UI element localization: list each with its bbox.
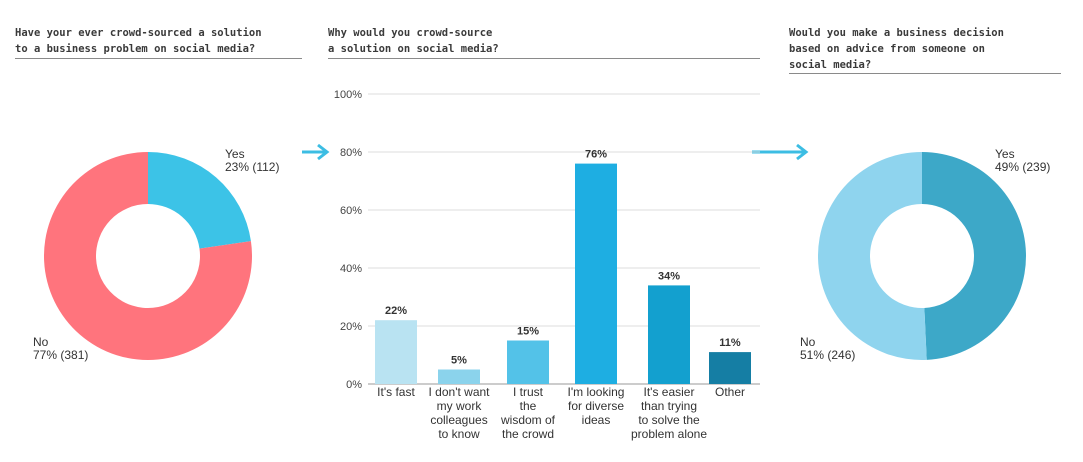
y-tick-label: 0% — [346, 379, 362, 391]
donut-1-label-yes: Yes — [225, 147, 245, 161]
y-tick-label: 40% — [340, 263, 362, 275]
bar — [507, 340, 549, 384]
arrow-right-icon — [302, 143, 330, 161]
donut-1-value-yes: 23% (112) — [225, 160, 279, 174]
bar-value-label: 15% — [517, 326, 539, 338]
bar — [575, 163, 617, 384]
arrow-right-icon — [752, 143, 809, 161]
y-tick-label: 80% — [340, 147, 362, 159]
x-category-label: to solve the — [638, 413, 700, 427]
x-category-label: wisdom of — [500, 413, 556, 427]
x-category-label: for diverse — [568, 399, 624, 413]
x-category-label: than trying — [641, 399, 697, 413]
donut-3-label-no: No — [800, 335, 816, 349]
bar-value-label: 76% — [585, 149, 607, 161]
x-category-label: problem alone — [631, 427, 707, 441]
bar — [648, 285, 690, 384]
x-category-label: to know — [438, 427, 480, 441]
x-category-label: It's fast — [377, 385, 415, 399]
bar-value-label: 11% — [719, 337, 741, 349]
question-2-divider — [328, 58, 760, 59]
question-1-divider — [15, 58, 302, 59]
arrow-right-icon-head — [796, 143, 809, 161]
donut-1-slice-no — [44, 152, 253, 360]
bar-value-label: 22% — [385, 305, 407, 317]
x-category-label: ideas — [582, 413, 611, 427]
x-category-label: I don't want — [429, 385, 491, 399]
bar — [438, 369, 480, 384]
donut-3-label-yes: Yes — [995, 147, 1015, 161]
bar-value-label: 5% — [451, 355, 467, 367]
question-2-title: Why would you crowd-source a solution on… — [328, 27, 499, 55]
donut-1-value-no: 77% (381) — [33, 348, 88, 362]
x-category-label: It's easier — [644, 385, 695, 399]
question-3-title: Would you make a business decision based… — [789, 27, 1004, 71]
bar — [709, 352, 751, 384]
donut-1-slice-yes — [148, 152, 251, 249]
y-tick-label: 100% — [334, 89, 362, 101]
y-tick-label: 20% — [340, 321, 362, 333]
donut-3-value-no: 51% (246) — [800, 348, 855, 362]
question-1-title: Have your ever crowd-sourced a solution … — [15, 27, 262, 55]
x-category-label: my work — [437, 399, 483, 413]
y-tick-label: 60% — [340, 205, 362, 217]
x-category-label: the crowd — [502, 427, 554, 441]
question-3-divider — [789, 73, 1061, 74]
x-category-label: Other — [715, 385, 745, 399]
x-category-label: the — [520, 399, 537, 413]
donut-1-label-no: No — [33, 335, 49, 349]
donut-3-value-yes: 49% (239) — [995, 160, 1050, 174]
x-category-label: colleagues — [430, 413, 487, 427]
x-category-label: I trust — [513, 385, 544, 399]
donut-3-slice-yes — [922, 152, 1026, 360]
x-category-label: I'm looking — [568, 385, 625, 399]
bar — [375, 320, 417, 384]
bar-value-label: 34% — [658, 270, 680, 282]
arrow-right-icon-head — [317, 143, 330, 161]
donut-3-slice-no — [817, 152, 927, 360]
